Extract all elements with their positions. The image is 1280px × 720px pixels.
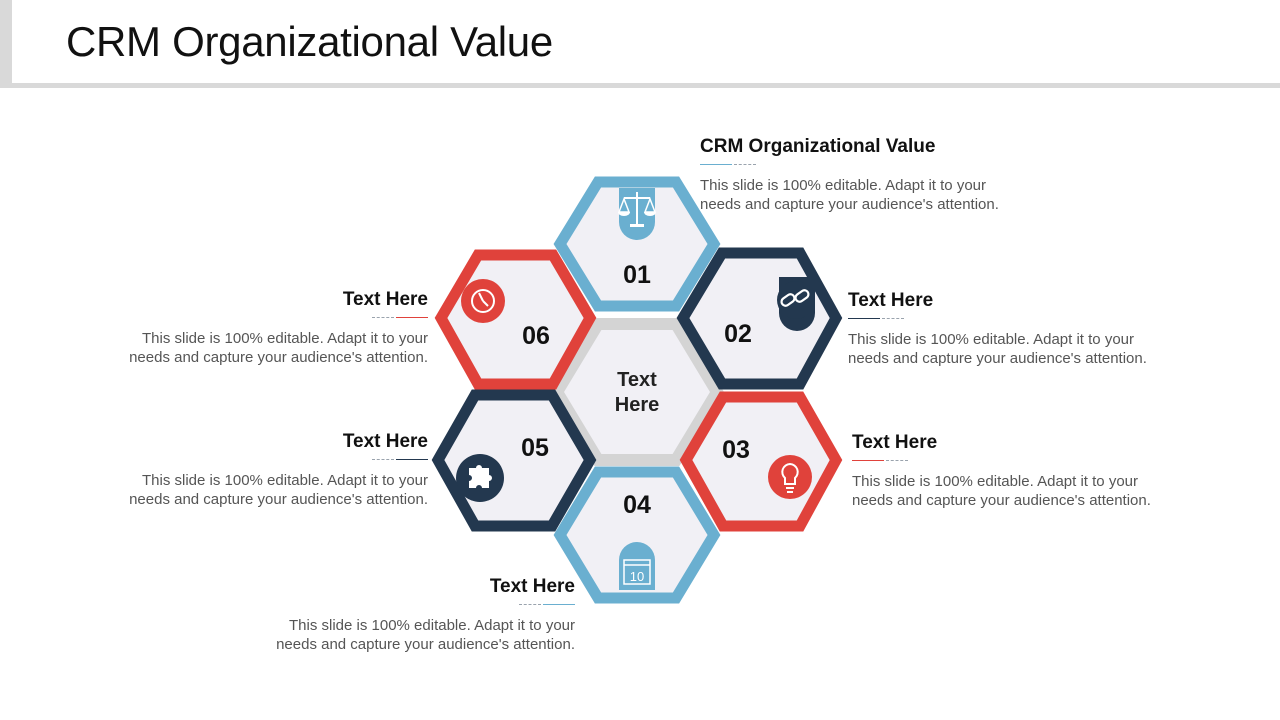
hexagon-05: 05 [431, 389, 597, 532]
clock-icon [461, 279, 505, 323]
hexagon-number: 03 [722, 436, 750, 464]
callout-rule [519, 604, 575, 606]
link-icon [777, 277, 815, 331]
calendar-icon: 10 [619, 542, 655, 590]
hexagon-02: 02 [676, 247, 843, 390]
callout-body: This slide is 100% editable. Adapt it to… [98, 471, 428, 509]
hexagon-number: 06 [522, 322, 550, 350]
callout-04: Text Here This slide is 100% editable. A… [245, 576, 575, 654]
callout-heading: Text Here [342, 431, 428, 452]
center-label-line2: Here [615, 394, 659, 416]
callout-rule [700, 164, 756, 166]
center-hexagon: Text Here [549, 318, 725, 466]
callout-05: Text Here This slide is 100% editable. A… [98, 431, 428, 509]
callout-body: This slide is 100% editable. Adapt it to… [848, 330, 1178, 368]
callout-body: This slide is 100% editable. Adapt it to… [852, 472, 1182, 510]
hexagon-01: 01 [553, 176, 721, 312]
callout-03: Text Here This slide is 100% editable. A… [852, 432, 1182, 510]
callout-body-line: needs and capture your audience's attent… [129, 491, 428, 508]
puzzle-icon [456, 454, 504, 502]
callout-body-line: needs and capture your audience's attent… [848, 350, 1147, 367]
callout-body-line: This slide is 100% editable. Adapt it to… [700, 177, 986, 194]
callout-02: Text Here This slide is 100% editable. A… [848, 290, 1178, 368]
callout-rule [848, 318, 904, 320]
hexagon-number: 02 [724, 320, 752, 348]
callout-body-line: This slide is 100% editable. Adapt it to… [289, 617, 575, 634]
callout-body-line: needs and capture your audience's attent… [276, 636, 575, 653]
hexagon-number: 05 [521, 434, 549, 462]
callout-body-line: This slide is 100% editable. Adapt it to… [142, 472, 428, 489]
title-bar [0, 0, 1280, 88]
callout-heading: CRM Organizational Value [700, 136, 936, 157]
hexagon-number: 04 [623, 491, 651, 519]
callout-body: This slide is 100% editable. Adapt it to… [245, 616, 575, 654]
callout-body-line: This slide is 100% editable. Adapt it to… [852, 473, 1138, 490]
hexagon-03: 03 [679, 391, 843, 532]
callout-body: This slide is 100% editable. Adapt it to… [700, 176, 1030, 214]
callout-heading: Text Here [848, 290, 934, 311]
callout-body-line: This slide is 100% editable. Adapt it to… [848, 331, 1134, 348]
calendar-day: 10 [630, 569, 644, 584]
title-accent-strip [0, 0, 12, 84]
callout-body-line: needs and capture your audience's attent… [700, 196, 999, 213]
callout-06: Text Here This slide is 100% editable. A… [98, 289, 428, 367]
callout-heading: Text Here [489, 576, 575, 597]
callout-body-line: This slide is 100% editable. Adapt it to… [142, 330, 428, 347]
title-divider [0, 83, 1280, 88]
callout-body-line: needs and capture your audience's attent… [129, 349, 428, 366]
hexagon-number: 01 [623, 261, 651, 289]
callout-body: This slide is 100% editable. Adapt it to… [98, 329, 428, 367]
callout-body-line: needs and capture your audience's attent… [852, 492, 1151, 509]
page-title: CRM Organizational Value [66, 18, 553, 65]
scales-icon [617, 188, 657, 240]
callout-heading: Text Here [852, 432, 938, 453]
hexagon-06: 06 [434, 249, 597, 390]
lightbulb-icon [768, 455, 812, 499]
callout-heading: Text Here [342, 289, 428, 310]
callout-01: CRM Organizational Value This slide is 1… [700, 136, 1030, 214]
callout-rule [372, 459, 428, 461]
center-label-line1: Text [617, 369, 657, 391]
hexagon-04: 04 10 [553, 466, 721, 604]
callout-rule [852, 460, 908, 462]
callout-rule [372, 317, 428, 319]
